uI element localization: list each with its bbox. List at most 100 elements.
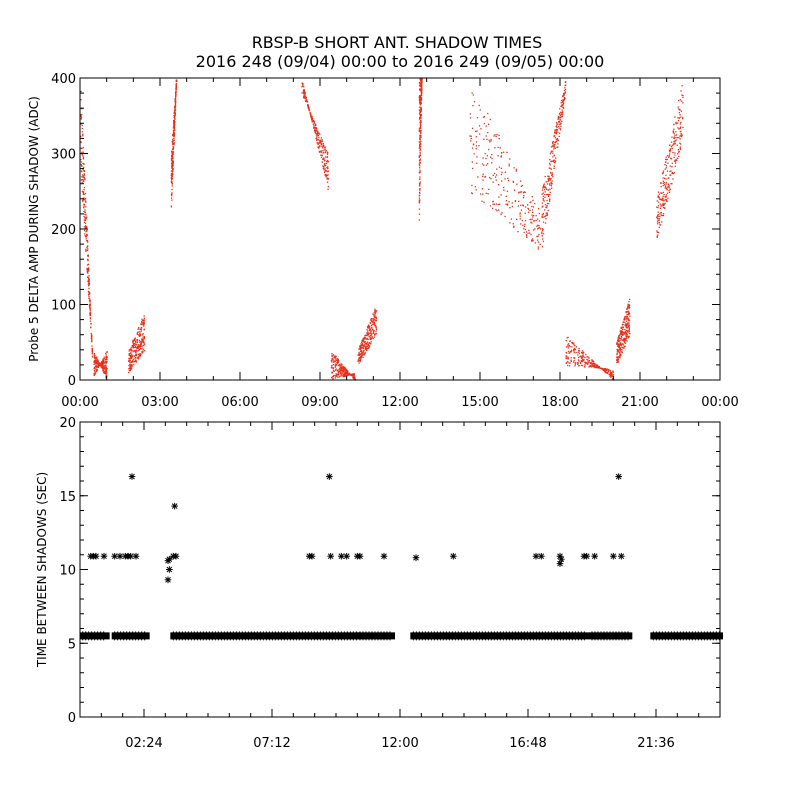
- top-data-point: [175, 96, 177, 98]
- top-data-point: [420, 145, 422, 147]
- top-data-point: [616, 343, 618, 345]
- top-data-point: [670, 174, 672, 176]
- top-data-point: [536, 235, 538, 238]
- baseline-band: [410, 631, 590, 641]
- top-data-point: [105, 352, 107, 354]
- bottom-data-point: [556, 560, 564, 567]
- top-data-point: [552, 141, 554, 144]
- top-data-point: [618, 339, 620, 342]
- top-data-point: [128, 353, 130, 355]
- top-data-point: [557, 143, 559, 145]
- top-data-point: [304, 100, 307, 102]
- top-data-point: [595, 364, 597, 366]
- top-data-point: [621, 349, 623, 351]
- top-data-point: [497, 203, 499, 206]
- top-data-point: [601, 368, 603, 370]
- top-data-point: [580, 355, 582, 358]
- top-data-point: [91, 347, 93, 350]
- top-data-point: [627, 310, 630, 312]
- top-data-point: [341, 366, 343, 368]
- top-data-point: [128, 348, 131, 351]
- top-data-point: [324, 148, 326, 150]
- top-data-point: [419, 85, 421, 87]
- top-data-point: [374, 319, 376, 322]
- top-data-point: [371, 333, 373, 335]
- top-data-point: [303, 95, 305, 97]
- top-data-point: [556, 125, 558, 127]
- top-data-point: [628, 325, 631, 327]
- top-data-point: [105, 357, 108, 359]
- top-data-point: [370, 329, 372, 332]
- top-data-point: [87, 254, 89, 257]
- top-data-point: [483, 201, 485, 203]
- top-data-point: [89, 300, 91, 303]
- top-data-point: [550, 181, 552, 184]
- top-data-point: [487, 131, 489, 134]
- top-data-point: [570, 360, 572, 362]
- top-data-point: [104, 371, 107, 373]
- top-data-point: [342, 365, 344, 368]
- top-data-point: [143, 328, 146, 330]
- top-data-point: [537, 239, 539, 241]
- top-data-point: [542, 240, 544, 242]
- top-data-point: [419, 159, 421, 161]
- top-data-point: [546, 213, 549, 215]
- top-data-point: [534, 202, 536, 205]
- top-data-point: [143, 338, 145, 340]
- top-data-point: [324, 174, 326, 176]
- top-data-point: [334, 377, 336, 379]
- top-data-point: [98, 364, 101, 367]
- top-data-point: [140, 348, 142, 350]
- top-data-point: [96, 366, 99, 368]
- top-data-point: [496, 133, 498, 136]
- top-data-point: [544, 216, 546, 218]
- top-data-point: [678, 108, 681, 111]
- top-data-point: [133, 355, 136, 357]
- top-data-point: [129, 357, 131, 359]
- top-data-point: [318, 142, 320, 144]
- top-data-point: [89, 314, 92, 316]
- top-data-point: [130, 368, 132, 370]
- top-data-point: [136, 347, 138, 349]
- top-data-point: [90, 337, 93, 340]
- top-data-point: [134, 354, 136, 357]
- top-data-point: [369, 329, 371, 331]
- top-data-point: [549, 194, 551, 196]
- top-data-point: [577, 362, 579, 364]
- top-data-point: [318, 136, 320, 139]
- top-data-point: [104, 366, 106, 368]
- top-data-point: [547, 189, 549, 191]
- top-data-point: [588, 361, 590, 364]
- top-data-point: [326, 161, 328, 163]
- top-data-point: [545, 218, 547, 220]
- top-data-point: [420, 127, 422, 129]
- top-data-point: [616, 361, 618, 363]
- top-data-point: [681, 134, 683, 136]
- top-data-point: [81, 165, 83, 167]
- top-data-point: [626, 340, 628, 342]
- top-data-point: [311, 121, 313, 123]
- baseline-band: [589, 631, 633, 641]
- top-data-point: [418, 156, 420, 158]
- top-data-point: [172, 144, 174, 146]
- top-data-point: [320, 150, 322, 152]
- top-data-point: [672, 152, 674, 154]
- bottom-data-point: [92, 552, 100, 560]
- top-data-point: [129, 367, 131, 369]
- top-data-point: [570, 359, 572, 361]
- top-data-point: [143, 315, 145, 317]
- top-data-point: [537, 218, 539, 220]
- top-data-point: [617, 358, 620, 361]
- top-data-point: [625, 315, 627, 317]
- top-data-point: [88, 279, 90, 281]
- top-data-point: [173, 151, 175, 153]
- top-data-point: [487, 112, 489, 115]
- top-data-point: [171, 170, 173, 172]
- top-data-point: [661, 197, 663, 199]
- top-data-point: [627, 325, 629, 327]
- top-data-point: [544, 186, 546, 188]
- top-data-point: [616, 349, 619, 351]
- top-data-point: [473, 101, 476, 103]
- top-data-point: [672, 130, 675, 132]
- top-data-point: [547, 195, 550, 197]
